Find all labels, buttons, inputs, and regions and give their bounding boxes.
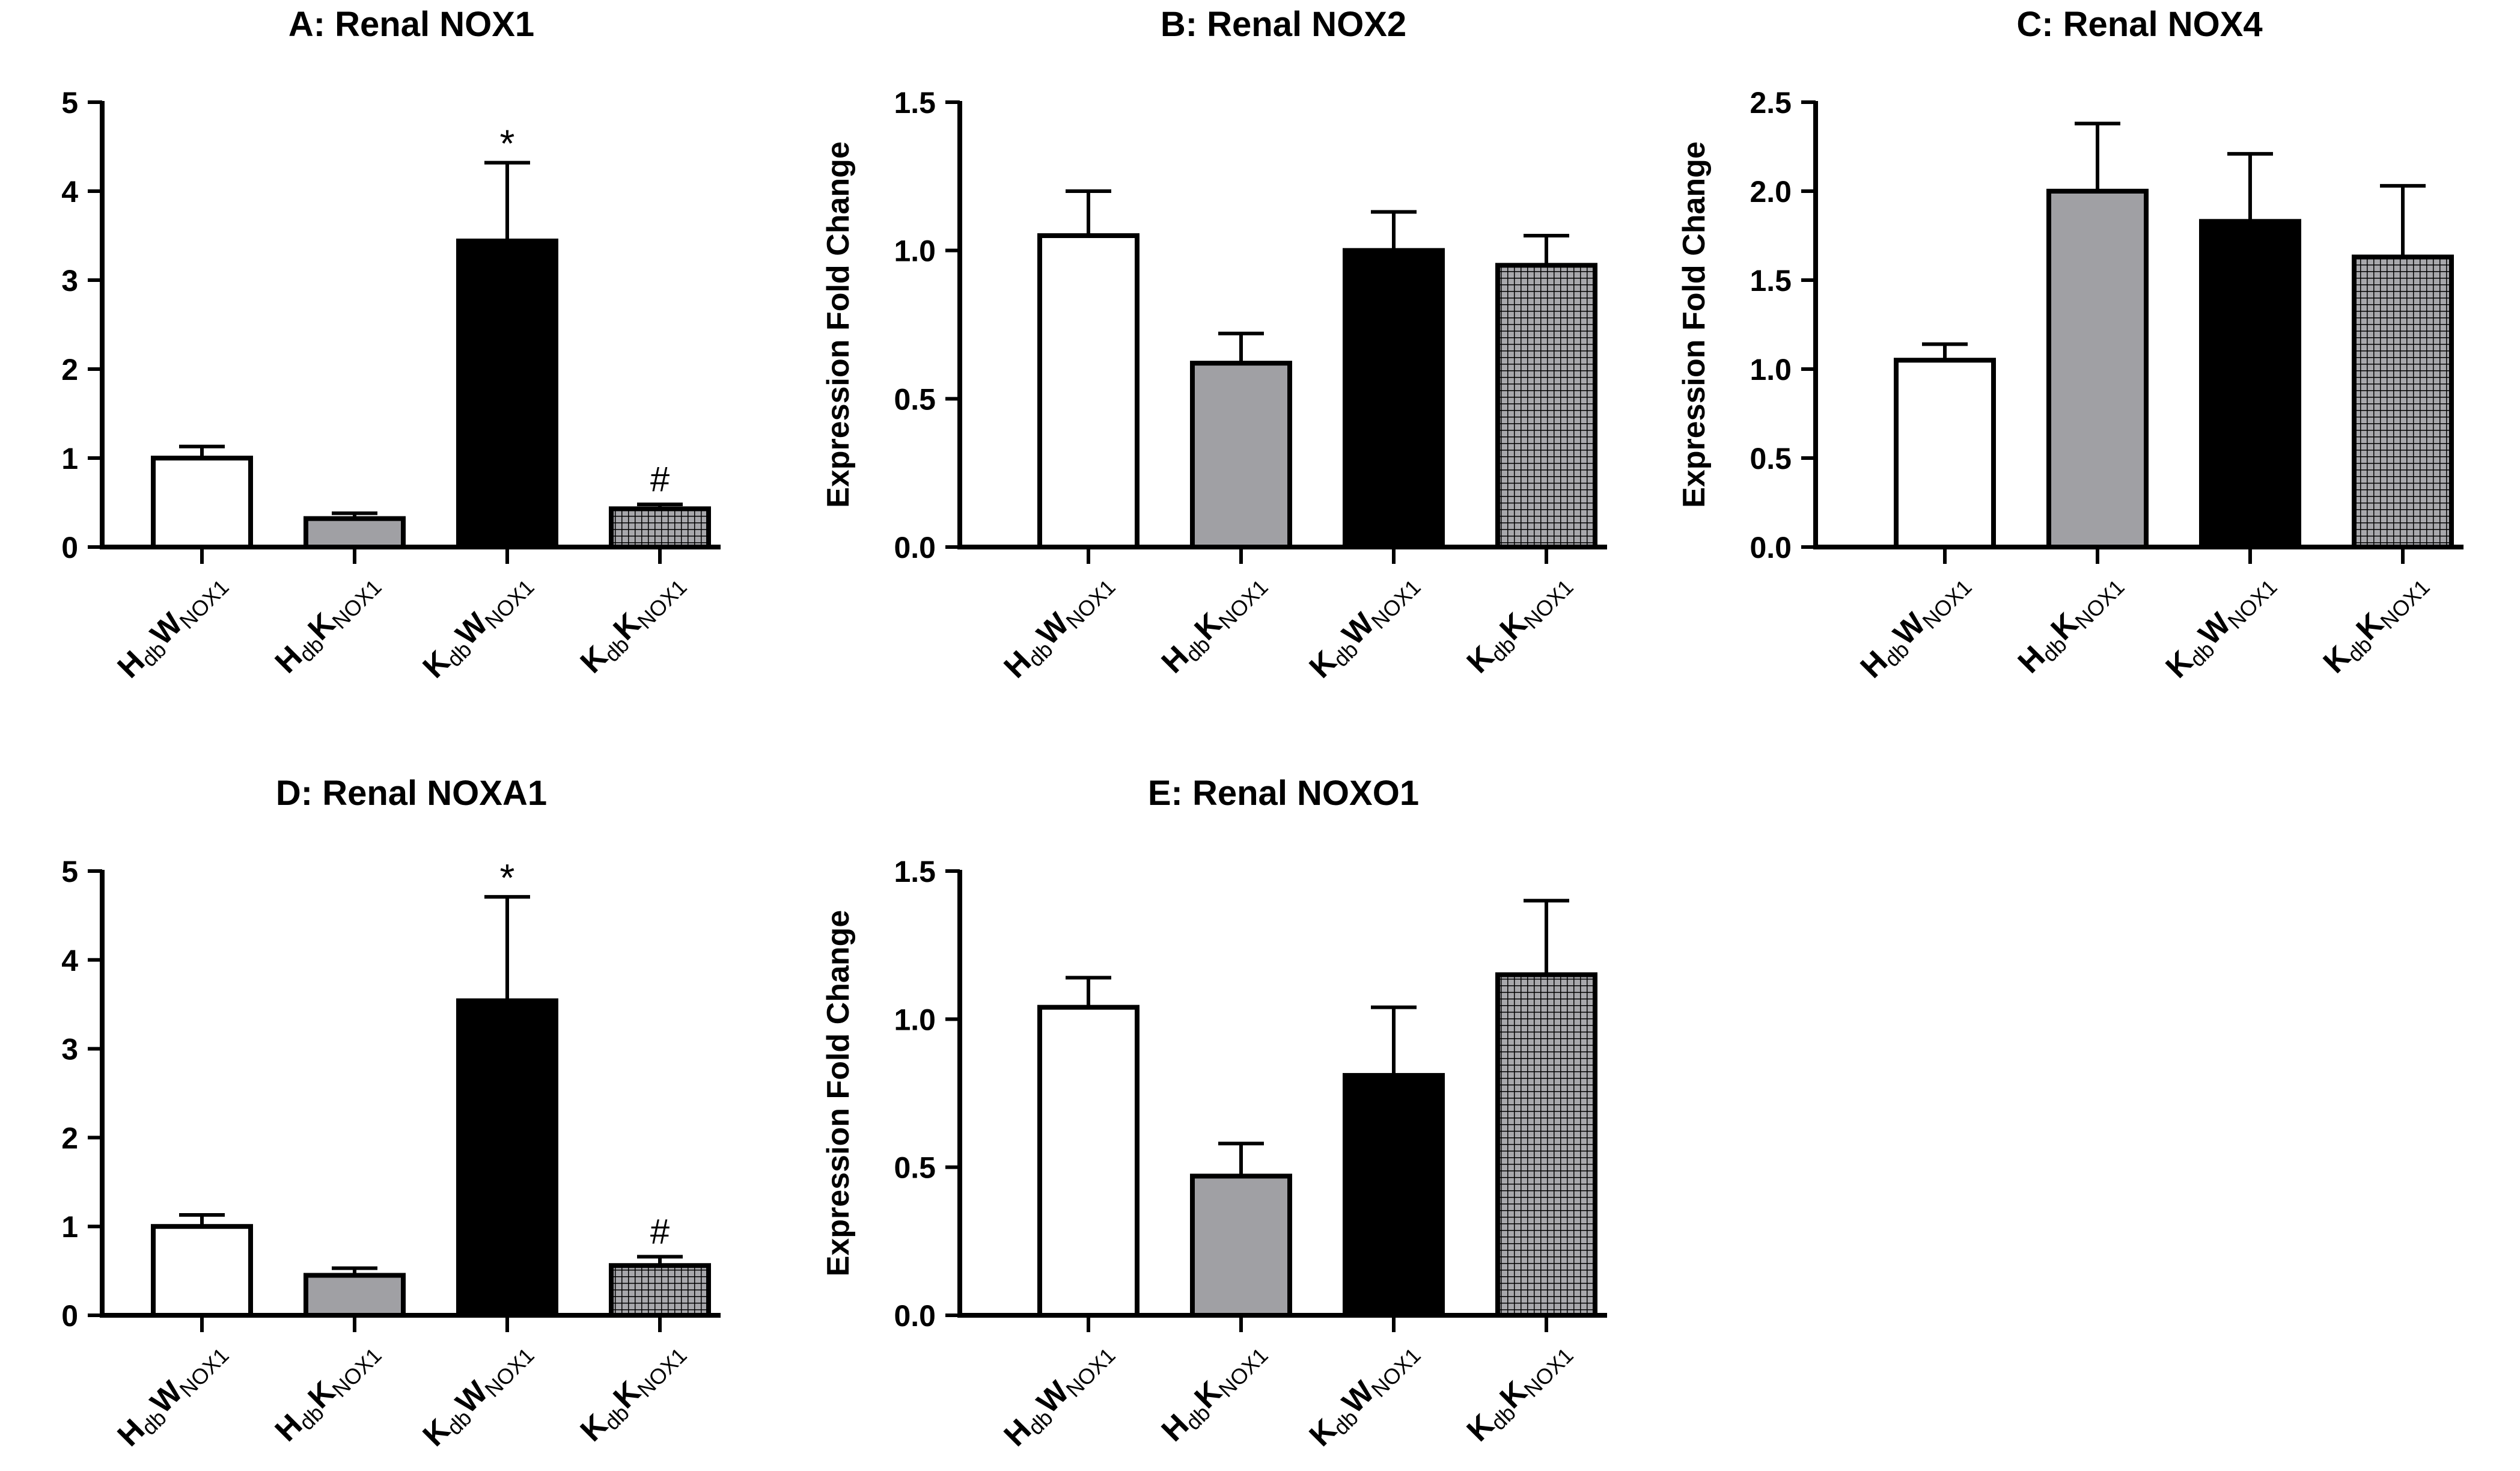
y-tick-label: 5	[61, 86, 78, 120]
y-tick-label: 2.0	[1750, 175, 1792, 209]
y-tick-label: 1	[61, 442, 78, 476]
y-tick-label: 2.5	[1750, 86, 1792, 120]
y-tick-label: 2	[61, 353, 78, 387]
chart-panel-5: E: Renal NOXO1 Expression Fold Change 0.0 0…	[821, 774, 1607, 1455]
x-tick-label: KdbKNOX1	[1460, 564, 1578, 682]
y-tick-label: 0.5	[894, 1151, 936, 1185]
y-tick-label: 0.5	[894, 382, 936, 416]
bar-KdbWNOX1	[1343, 1072, 1445, 1318]
chart-panel-3: C: Renal NOX4 Expression Fold Change 0.0 0.…	[1677, 5, 2464, 687]
bar-HdbKNOX1	[304, 1273, 406, 1318]
bar-KdbKNOX1	[2352, 254, 2454, 549]
x-tick-label: HdbWNOX1	[998, 564, 1120, 687]
chart-panel-1: A: Renal NOX1Expression Fold Change*#012…	[61, 5, 721, 687]
bar-KdbWNOX1	[2199, 219, 2301, 549]
x-tick-label: KdbKNOX1	[2317, 564, 2435, 682]
significance-annotation: #	[650, 1212, 670, 1251]
x-tick-label: KdbKNOX1	[1460, 1333, 1578, 1451]
chart-title: D: Renal NOXA1	[276, 774, 547, 813]
y-tick-label: 0	[61, 531, 78, 564]
y-tick-label: 1.0	[894, 1003, 936, 1036]
bar-KdbKNOX1	[1495, 263, 1597, 549]
y-axis-label: Expression Fold Change	[1677, 141, 1712, 508]
x-tick-label: HdbWNOX1	[1854, 564, 1977, 687]
bar-HdbWNOX1	[1037, 1005, 1139, 1318]
y-tick-label: 0	[61, 1299, 78, 1333]
x-tick-label: HdbWNOX1	[998, 1333, 1120, 1455]
significance-annotation: #	[650, 460, 670, 499]
y-tick-label: 1.0	[1750, 353, 1792, 387]
y-tick-label: 4	[61, 944, 78, 977]
x-tick-label: KdbWNOX1	[2159, 564, 2282, 687]
bar-KdbKNOX1	[609, 1263, 711, 1318]
x-tick-label: HdbWNOX1	[111, 564, 234, 687]
bar-KdbWNOX1	[456, 238, 558, 549]
x-tick-label: KdbWNOX1	[1303, 1333, 1426, 1455]
y-tick-label: 1.5	[894, 855, 936, 888]
x-tick-label: KdbKNOX1	[574, 1333, 692, 1451]
x-tick-label: HdbKNOX1	[2012, 564, 2129, 682]
bar-HdbKNOX1	[1190, 1173, 1292, 1318]
x-tick-label: HdbWNOX1	[111, 1333, 234, 1455]
bar-HdbKNOX1	[1190, 361, 1292, 550]
y-tick-label: 0.0	[1750, 531, 1792, 564]
bar-KdbKNOX1	[609, 506, 711, 549]
bar-KdbWNOX1	[1343, 248, 1445, 549]
y-tick-label: 0.0	[894, 1299, 936, 1333]
bar-HdbWNOX1	[151, 456, 253, 549]
bar-HdbKNOX1	[304, 516, 406, 550]
chart-panel-4: D: Renal NOXA1Expression Fold Change*#01…	[61, 774, 721, 1455]
x-tick-label: KdbKNOX1	[574, 564, 692, 682]
x-tick-label: KdbWNOX1	[416, 564, 539, 687]
bar-HdbWNOX1	[1037, 233, 1139, 549]
chart-title: E: Renal NOXO1	[1148, 774, 1419, 813]
x-tick-label: KdbWNOX1	[416, 1333, 539, 1455]
y-tick-label: 1.0	[894, 234, 936, 268]
chart-title: C: Renal NOX4	[2016, 5, 2262, 44]
chart-panel-2: B: Renal NOX2 Expression Fold Change 0.0 0.…	[821, 5, 1607, 687]
y-tick-label: 1.5	[1750, 264, 1792, 298]
y-tick-label: 5	[61, 855, 78, 888]
bar-HdbKNOX1	[2046, 189, 2149, 549]
y-tick-label: 2	[61, 1121, 78, 1155]
significance-annotation: *	[500, 856, 515, 899]
chart-title: A: Renal NOX1	[288, 5, 534, 44]
x-tick-label: HdbKNOX1	[1155, 1333, 1273, 1451]
x-tick-label: KdbWNOX1	[1303, 564, 1426, 687]
y-tick-label: 0.5	[1750, 442, 1792, 476]
y-tick-label: 1	[61, 1210, 78, 1244]
y-tick-label: 1.5	[894, 86, 936, 120]
y-axis-label: Expression Fold Change	[821, 910, 856, 1277]
significance-annotation: *	[500, 122, 515, 165]
y-tick-label: 3	[61, 1033, 78, 1066]
x-tick-label: HdbKNOX1	[269, 1333, 386, 1451]
y-axis-label: Expression Fold Change	[821, 141, 856, 508]
x-tick-label: HdbKNOX1	[1155, 564, 1273, 682]
bar-HdbWNOX1	[1894, 358, 1996, 549]
bar-KdbKNOX1	[1495, 972, 1597, 1318]
x-tick-label: HdbKNOX1	[269, 564, 386, 682]
y-tick-label: 0.0	[894, 531, 936, 564]
chart-title: B: Renal NOX2	[1161, 5, 1406, 44]
y-tick-label: 3	[61, 264, 78, 298]
bar-KdbWNOX1	[456, 998, 558, 1318]
y-tick-label: 4	[61, 175, 78, 209]
bar-HdbWNOX1	[151, 1224, 253, 1318]
